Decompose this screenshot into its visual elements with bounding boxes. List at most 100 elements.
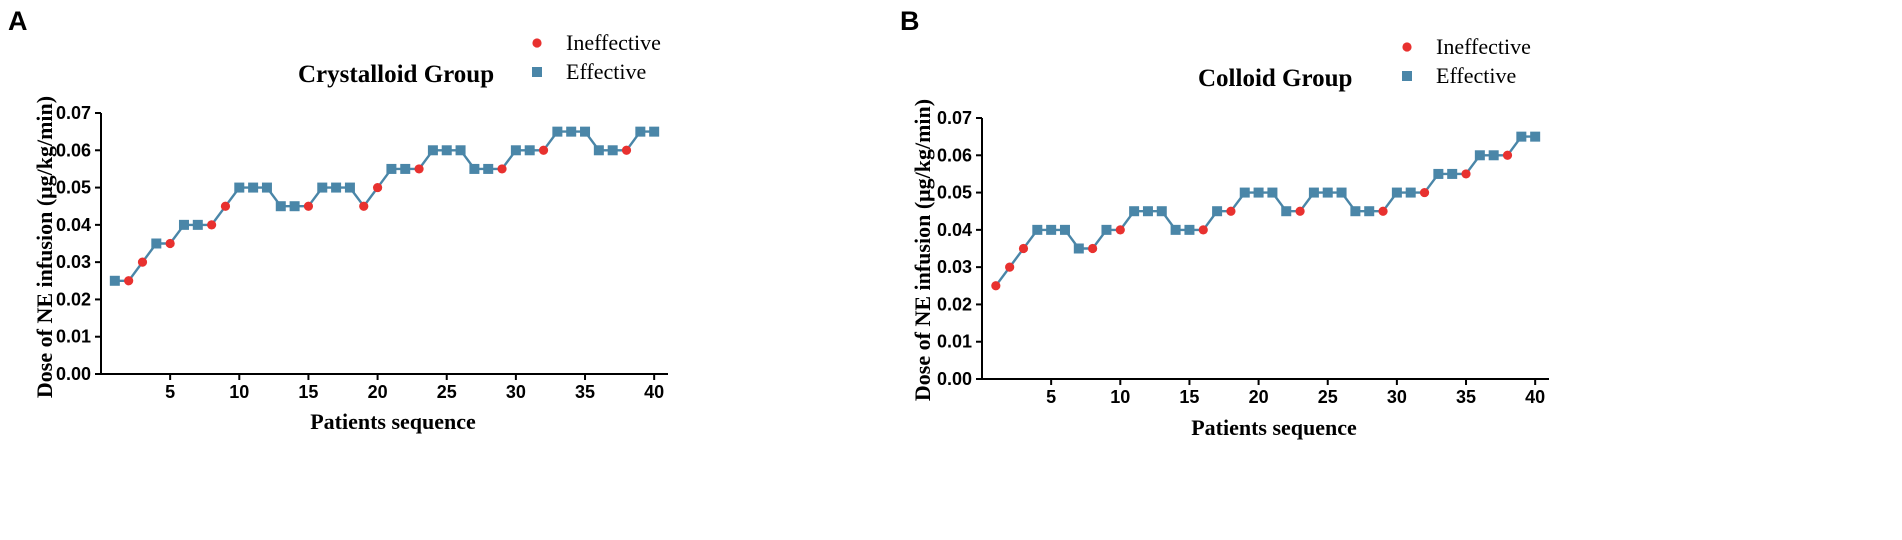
point-effective — [1516, 131, 1527, 142]
panel-b: B Colloid Group Ineffective Effective Do… — [900, 6, 1549, 440]
point-effective — [331, 182, 342, 193]
point-ineffective — [165, 238, 175, 249]
x-tick-label: 10 — [1110, 387, 1130, 407]
point-effective — [427, 145, 438, 156]
y-tick-label: 0.04 — [56, 215, 91, 235]
panel-a: A Crystalloid Group Ineffective Effectiv… — [8, 6, 668, 434]
point-effective — [1433, 168, 1444, 179]
point-effective — [469, 163, 480, 174]
panel-letter: B — [900, 6, 920, 36]
y-tick-label: 0.01 — [56, 327, 91, 347]
point-effective — [524, 145, 535, 156]
x-tick-label: 30 — [1387, 387, 1407, 407]
y-tick-label: 0.03 — [56, 252, 91, 272]
point-ineffective — [1226, 206, 1236, 216]
x-tick-label: 35 — [575, 382, 595, 402]
y-tick-label: 0.00 — [56, 364, 91, 384]
plot-area: 0.00 0.01 0.02 0.03 0.04 0.05 0.06 0.07 5 10 15 20 2… — [56, 103, 668, 402]
legend-label-effective: Effective — [566, 59, 646, 84]
point-effective — [552, 126, 563, 137]
point-ineffective — [414, 164, 424, 174]
y-tick-label: 0.02 — [937, 294, 972, 314]
point-ineffective — [220, 201, 231, 211]
point-ineffective — [621, 145, 632, 155]
point-effective — [593, 145, 604, 156]
x-tick-label: 5 — [165, 382, 175, 402]
point-ineffective — [1198, 225, 1208, 235]
point-effective — [248, 182, 259, 193]
chart-title: Crystalloid Group — [298, 61, 494, 88]
point-ineffective — [1378, 206, 1388, 216]
y-tick-label: 0.06 — [937, 145, 972, 165]
point-effective — [1281, 206, 1292, 217]
point-effective — [1184, 224, 1195, 235]
x-axis-title: Patients sequence — [310, 409, 476, 434]
x-tick-label: 40 — [1525, 387, 1545, 407]
point-ineffective — [1502, 150, 1513, 160]
y-tick-label: 0.02 — [56, 289, 91, 309]
point-ineffective — [497, 164, 507, 174]
y-tick-label: 0.00 — [937, 369, 972, 389]
y-tick-label: 0.07 — [56, 103, 91, 123]
point-effective — [261, 182, 272, 193]
legend: Ineffective Effective — [1402, 34, 1531, 88]
point-ineffective — [207, 220, 217, 230]
x-tick-label: 35 — [1456, 387, 1476, 407]
y-tick-label: 0.05 — [937, 183, 972, 203]
point-effective — [1474, 150, 1485, 161]
point-effective — [400, 163, 411, 174]
point-ineffective — [1419, 187, 1430, 198]
point-effective — [1364, 206, 1375, 217]
point-ineffective — [1461, 169, 1471, 179]
x-tick-label: 25 — [1318, 387, 1338, 407]
x-tick-label: 10 — [229, 382, 249, 402]
legend-label-ineffective: Ineffective — [1436, 34, 1531, 59]
point-effective — [1350, 206, 1361, 217]
legend: Ineffective Effective — [532, 30, 661, 84]
point-effective — [1059, 224, 1070, 235]
point-effective — [1170, 224, 1181, 235]
point-ineffective — [124, 276, 134, 286]
point-effective — [441, 145, 452, 156]
point-effective — [1239, 187, 1250, 198]
x-tick-label: 20 — [368, 382, 388, 402]
point-effective — [151, 238, 162, 249]
legend-marker-effective — [1402, 71, 1412, 81]
point-effective — [289, 201, 300, 212]
x-axis-title: Patients sequence — [1191, 415, 1357, 440]
y-axis-title: Dose of NE infusion (μg/kg/min) — [910, 99, 935, 401]
point-effective — [1046, 224, 1057, 235]
point-effective — [1253, 187, 1264, 198]
point-effective — [1447, 168, 1458, 179]
x-tick-label: 30 — [506, 382, 526, 402]
legend-marker-effective — [532, 67, 542, 77]
point-effective — [483, 163, 494, 174]
point-effective — [1129, 206, 1140, 217]
point-effective — [1073, 243, 1084, 254]
point-effective — [607, 145, 618, 156]
x-tick-label: 15 — [298, 382, 318, 402]
legend-marker-ineffective — [532, 38, 542, 48]
point-effective — [580, 126, 591, 137]
series-line — [994, 135, 1536, 287]
point-effective — [317, 182, 328, 193]
y-tick-label: 0.06 — [56, 140, 91, 160]
point-effective — [109, 275, 120, 286]
y-tick-label: 0.07 — [937, 108, 972, 128]
point-effective — [1267, 187, 1278, 198]
point-ineffective — [991, 281, 1001, 291]
point-effective — [1322, 187, 1333, 198]
point-ineffective — [1088, 243, 1098, 254]
y-axis-title: Dose of NE infusion (μg/kg/min) — [32, 96, 57, 398]
point-effective — [1101, 224, 1112, 235]
y-tick-label: 0.05 — [56, 178, 91, 198]
point-effective — [1405, 187, 1416, 198]
point-effective — [566, 126, 577, 137]
legend-marker-ineffective — [1402, 42, 1412, 52]
y-tick-label: 0.04 — [937, 220, 972, 240]
point-effective — [1156, 206, 1167, 217]
point-effective — [275, 201, 286, 212]
point-effective — [178, 219, 189, 230]
point-effective — [635, 126, 646, 137]
point-effective — [455, 145, 466, 156]
